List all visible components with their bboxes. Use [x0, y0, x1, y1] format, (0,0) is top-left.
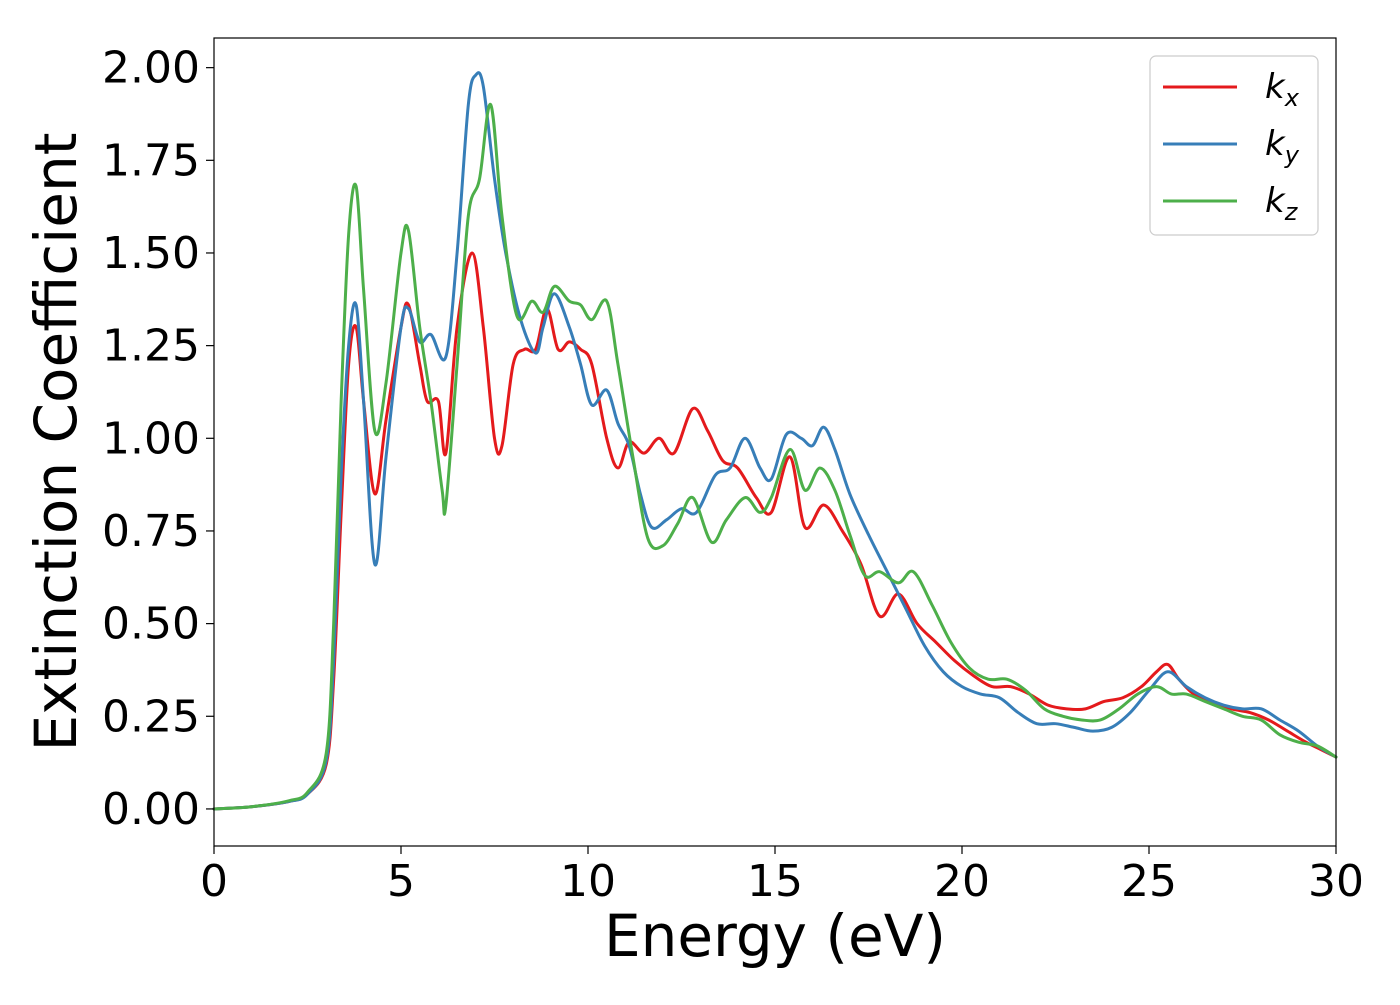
plot-lines	[212, 71, 1338, 811]
series-line-ky	[212, 71, 1338, 811]
series-line-kz	[212, 103, 1338, 811]
y-tick-label: 0.75	[102, 506, 200, 557]
legend-label-ky: ky	[1265, 124, 1300, 169]
y-tick-label: 0.50	[102, 599, 200, 650]
series-line-kx	[212, 251, 1338, 811]
y-tick-label: 2.00	[102, 43, 200, 94]
x-tick-label: 30	[1308, 856, 1364, 907]
y-tick-label: 0.25	[102, 691, 200, 742]
legend-items: kx ky kz	[1163, 67, 1300, 226]
x-tick-label: 25	[1121, 856, 1177, 907]
y-tick-label: 1.75	[102, 135, 200, 186]
y-axis-title: Extinction Coefficient	[22, 133, 90, 752]
x-axis-title: Energy (eV)	[604, 902, 946, 970]
x-tick-label: 0	[200, 856, 228, 907]
x-axis-ticks: 0 5 10 15 20 25 30	[200, 846, 1364, 907]
y-tick-label: 1.50	[102, 228, 200, 279]
y-tick-label: 0.00	[102, 784, 200, 835]
x-tick-label: 5	[387, 856, 415, 907]
legend-label-kz: kz	[1265, 181, 1299, 226]
y-tick-label: 1.00	[102, 413, 200, 464]
x-tick-label: 10	[560, 856, 616, 907]
x-tick-label: 15	[747, 856, 803, 907]
legend-label-kx: kx	[1265, 67, 1300, 112]
legend: kx ky kz	[1149, 55, 1319, 236]
x-tick-label: 20	[934, 856, 990, 907]
y-axis-ticks: 0.00 0.25 0.50 0.75 1.00 1.25 1.50 1.75 2.00	[102, 43, 214, 835]
y-tick-label: 1.25	[102, 321, 200, 372]
